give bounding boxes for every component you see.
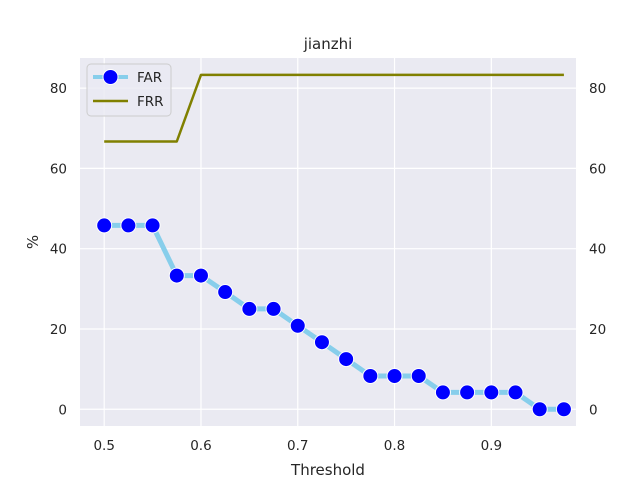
x-tick-label: 0.7	[287, 438, 308, 454]
far-point	[555, 401, 572, 418]
x-tick-label: 0.5	[93, 438, 114, 454]
right-y-tick-label: 0	[589, 402, 598, 418]
series-layer	[96, 73, 572, 418]
legend-far-marker	[102, 69, 119, 85]
x-tick-label: 0.8	[384, 438, 405, 454]
x-tick-label: 0.6	[190, 438, 211, 454]
far-point	[483, 384, 500, 401]
right-y-tick-label: 60	[589, 161, 606, 177]
far-point	[217, 284, 234, 301]
y-axis-label: %	[24, 235, 42, 249]
y-tick-label: 20	[50, 322, 67, 338]
right-y-tick-label: 20	[589, 322, 606, 338]
far-point	[144, 217, 161, 234]
y-tick-label: 0	[58, 402, 67, 418]
legend-frr-label: FRR	[137, 94, 164, 110]
legend-far-label: FAR	[137, 70, 162, 86]
chart-title: jianzhi	[303, 35, 353, 53]
y-tick-label: 60	[50, 161, 67, 177]
far-point	[96, 217, 113, 234]
far-point	[459, 384, 476, 401]
far-point	[434, 384, 451, 401]
far-point	[265, 300, 282, 317]
x-axis-label: Threshold	[290, 461, 365, 479]
x-tick-label: 0.9	[481, 438, 502, 454]
frr-series-line	[104, 73, 564, 143]
far-point	[410, 367, 427, 384]
right-y-tick-label: 80	[589, 81, 606, 97]
y-tick-label: 40	[50, 242, 67, 258]
far-point	[386, 367, 403, 384]
right-y-tick-label: 40	[589, 242, 606, 258]
far-point	[241, 300, 258, 317]
y-tick-label: 80	[50, 81, 67, 97]
tick-labels: 0.5 0.6 0.7 0.8 0.9 0 0 20 20 40 40 60 60 80 80	[50, 81, 606, 454]
far-point	[289, 317, 306, 334]
far-point	[168, 267, 185, 284]
far-point	[192, 267, 209, 284]
far-point	[338, 351, 355, 368]
far-point	[507, 384, 524, 401]
legend: FAR FRR	[86, 63, 172, 117]
far-point	[120, 217, 137, 234]
far-point	[313, 334, 330, 351]
far-point	[362, 367, 379, 384]
far-point	[531, 401, 548, 418]
